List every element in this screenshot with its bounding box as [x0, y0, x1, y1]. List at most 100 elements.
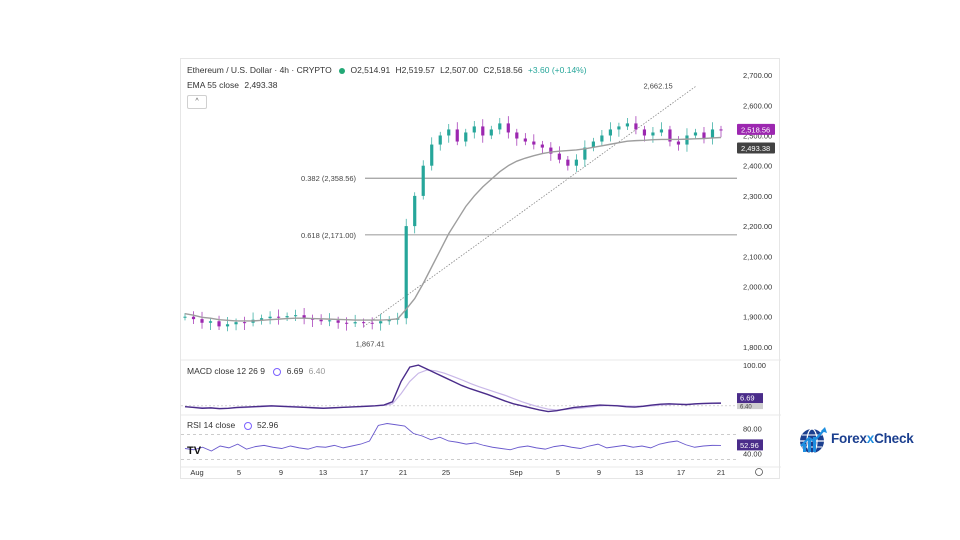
x-tick-label: 9: [279, 468, 283, 477]
candle-body: [489, 129, 493, 136]
y-tick-label: 2,400.00: [743, 162, 772, 171]
x-tick-label: 5: [237, 468, 241, 477]
candle-body: [583, 147, 587, 160]
candle-body: [625, 123, 630, 127]
candle-body: [302, 315, 306, 319]
candle-body: [183, 316, 187, 318]
low-value: L2,507.00: [440, 65, 478, 75]
rsi-line: [184, 423, 722, 452]
y-tick-label: 1,900.00: [743, 313, 772, 322]
candle-body: [608, 129, 612, 136]
high-value: H2,519.57: [395, 65, 435, 75]
macd-signal-badge: [737, 403, 763, 410]
candle-body: [693, 132, 698, 136]
candle-body: [481, 126, 485, 136]
macd-line: [184, 364, 722, 413]
x-tick-label: 21: [399, 468, 407, 477]
candle-body: [574, 159, 578, 166]
candle-body: [642, 129, 647, 136]
candle-body: [549, 147, 553, 154]
candle-body: [447, 129, 451, 136]
chart-canvas[interactable]: 2,700.00 2,600.00 2,500.00 2,400.00 2,300.00…: [181, 59, 781, 480]
brand-name-part: Forex: [831, 431, 867, 446]
candle-body: [336, 320, 340, 323]
macd-label[interactable]: MACD close 12 26 9: [187, 366, 265, 376]
brand-name-x: x: [866, 431, 875, 446]
candle-body: [668, 129, 672, 142]
visibility-icon[interactable]: [243, 421, 252, 430]
candle-body: [498, 123, 502, 130]
brand-name: ForexxCheck: [831, 431, 914, 446]
candle-body: [345, 322, 349, 324]
candle-body: [685, 135, 689, 145]
x-tick-label: 9: [597, 468, 601, 477]
brand-name-part: Check: [874, 431, 914, 446]
candle-body: [591, 141, 595, 148]
forexcheck-logo: ForexxCheck: [797, 424, 922, 456]
y-tick-label: 2,700.00: [743, 71, 772, 80]
macd-value-badge: [737, 393, 763, 404]
y-tick-label: 2,600.00: [743, 101, 772, 110]
candle-body: [540, 144, 544, 148]
candle-body: [472, 126, 476, 133]
ema-value: 2,493.38: [244, 80, 278, 90]
gear-icon: [755, 468, 763, 476]
swing-trend-line: [363, 86, 696, 327]
candle-body: [464, 132, 468, 142]
candle-body: [268, 316, 272, 319]
candle-body: [294, 315, 298, 317]
change-value: +3.60 (+0.14%): [527, 65, 587, 75]
ema-price-badge: [737, 142, 775, 154]
candle-body: [319, 319, 323, 322]
candle-body: [651, 132, 655, 136]
close-value: C2,518.56: [483, 65, 523, 75]
macd-legend: MACD close 12 26 9 6.69 6.40: [187, 366, 328, 376]
candle-body: [523, 138, 527, 142]
x-tick-label: 21: [717, 468, 725, 477]
rsi-value: 52.96: [256, 420, 279, 430]
x-tick-label: Aug: [190, 468, 203, 477]
candle-body: [600, 135, 604, 142]
visibility-icon[interactable]: [273, 367, 282, 376]
y-tick-label: 2,500.00: [743, 131, 772, 140]
rsi-legend: RSI 14 close 52.96: [187, 420, 281, 430]
y-tick-label: 80.00: [743, 425, 762, 434]
y-tick-label: 40.00: [743, 450, 762, 459]
x-tick-label: 17: [360, 468, 368, 477]
macd-value: 6.69: [286, 366, 304, 376]
globe-chart-icon: [800, 427, 827, 454]
candle-body: [387, 319, 391, 322]
symbol-legend: Ethereum / U.S. Dollar · 4h · CRYPTO O2,…: [187, 65, 590, 75]
x-tick-label: 17: [677, 468, 685, 477]
ema-label[interactable]: EMA 55 close: [187, 80, 239, 90]
candle-body: [242, 322, 247, 324]
candle-body: [259, 318, 264, 320]
candle-body: [370, 322, 374, 324]
candle-body: [659, 129, 664, 133]
candle-body: [328, 320, 332, 322]
candle-body: [438, 135, 442, 145]
collapse-legend-button[interactable]: ^: [187, 95, 207, 109]
rsi-label[interactable]: RSI 14 close: [187, 420, 236, 430]
open-value: O2,514.91: [350, 65, 391, 75]
swing-low-label: 1,867.41: [356, 340, 385, 349]
candle-body: [225, 324, 230, 327]
last-price-badge: [737, 123, 775, 135]
candle-body: [515, 132, 519, 139]
market-status-icon: [339, 67, 346, 74]
x-tick-label: 5: [556, 468, 560, 477]
ema-legend: EMA 55 close 2,493.38: [187, 80, 280, 90]
x-tick-label: 13: [635, 468, 643, 477]
candle-body: [200, 319, 204, 323]
candle-body: [617, 126, 621, 130]
x-tick-label: 25: [442, 468, 450, 477]
x-tick-label: Sep: [509, 468, 522, 477]
candle-body: [506, 123, 510, 133]
fib-level-label: 0.382 (2,358.56): [301, 174, 357, 183]
y-tick-label: 100.00: [743, 361, 766, 370]
symbol-title[interactable]: Ethereum / U.S. Dollar · 4h · CRYPTO: [187, 65, 332, 75]
candle-body: [430, 144, 434, 166]
y-tick-label: 2,300.00: [743, 192, 772, 201]
candle-body: [710, 129, 715, 139]
swing-high-label: 2,662.15: [643, 82, 672, 91]
